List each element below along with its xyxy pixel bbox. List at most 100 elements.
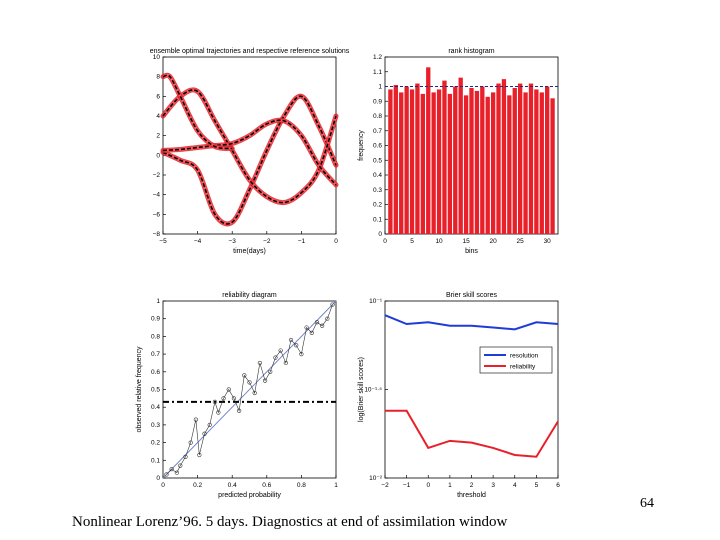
y-tick-label: 0.1 [151,457,160,464]
y-tick-label: 0.3 [151,422,160,429]
histogram-bar [420,93,426,234]
y-tick-label: 0.9 [151,316,160,323]
x-tick-label: 2 [470,482,474,489]
y-tick-label: −8 [153,231,161,238]
reliability-point [193,417,198,422]
legend-box [479,346,553,374]
histogram-bar [512,87,517,234]
histogram-bar [480,86,485,234]
reliability-point [288,337,294,343]
x-axis-label: time(days) [233,248,266,255]
reliability-point [268,369,273,374]
histogram-bar [404,86,409,234]
x-tick-label: −2 [263,238,271,245]
y-tick-label: 10⁻² [369,475,383,482]
legend-label: resolution [510,353,539,360]
reliability-point [309,330,314,335]
reliability-point [231,396,237,401]
histogram-bar [501,79,507,234]
histogram-bar [447,93,453,234]
reliability-point [242,373,247,378]
reliability-point [304,325,309,330]
x-tick-label: 5 [535,482,539,489]
x-tick-label: −2 [381,482,389,489]
x-tick-label: 6 [556,482,560,489]
x-tick-label: 3 [491,482,495,489]
reliability-point [202,431,207,436]
y-tick-label: 1.1 [373,69,382,76]
histogram-bar [463,95,469,234]
histogram-bar [474,90,480,234]
axes-frame [384,300,559,479]
chart-title: Brier skill scores [446,292,497,299]
y-tick-label: 1 [378,84,382,91]
x-tick-label: −5 [159,238,167,245]
y-tick-label: 0.5 [373,157,382,164]
reference-solution [162,89,337,204]
reliability-point [257,360,262,366]
y-axis-label: frequency [358,130,365,161]
y-tick-label: 0.7 [151,351,160,358]
reliability-curve [166,304,333,475]
histogram-bar [507,95,512,234]
histogram-bar [523,92,528,235]
histogram-bar [517,83,523,234]
y-tick-label: 0.6 [373,143,382,150]
x-axis-label: predicted probability [218,492,281,499]
x-tick-label: 0.8 [297,482,306,489]
reliability-point [283,360,288,366]
y-tick-label: 1 [156,298,160,305]
x-tick-label: 30 [544,238,552,245]
reliability-point [299,352,304,357]
reliability-point [320,323,325,328]
reliability-point [252,390,257,396]
x-tick-label: 0 [383,238,387,245]
y-tick-label: −4 [153,192,161,199]
resolution-line [384,314,559,331]
reference-solution [162,74,233,150]
reference-solution [162,95,337,225]
x-tick-label: 20 [490,238,498,245]
reliability-point [237,408,242,413]
y-tick-label: 0.8 [151,333,160,340]
panel-reliability-diagram: reliability diagram predicted probability… [136,292,338,499]
x-tick-label: 5 [410,238,414,245]
x-tick-label: −3 [228,238,236,245]
legend-label: reliability [510,364,536,371]
histogram-bar [496,83,501,234]
page-number: 64 [640,496,654,511]
y-tick-label: 0.5 [151,387,160,394]
reliability-point [212,399,217,404]
x-tick-label: 4 [513,482,517,489]
reliability-point [164,472,169,477]
y-tick-label: 0.6 [151,369,160,376]
y-tick-label: 2 [156,133,160,140]
y-tick-label: 0.7 [373,128,382,135]
y-tick-label: 0 [378,231,382,238]
x-tick-label: 0.2 [193,482,202,489]
reliability-point [226,387,231,392]
x-tick-label: −1 [403,482,411,489]
histogram-bar [458,77,463,235]
reliability-point [247,380,252,385]
y-tick-label: 0 [156,152,160,159]
histogram-bar [550,98,555,234]
x-tick-label: 0 [334,238,338,245]
histogram-bar [534,89,539,234]
histogram-bar [545,86,550,234]
reliability-point [216,410,221,415]
reliability-point [221,396,226,401]
reliability-point [169,467,174,472]
histogram-bar [539,92,544,235]
chart-title: ensemble optimal trajectories and respec… [150,48,350,55]
perfect-reliability-line [162,300,337,479]
reliability-point [330,302,335,307]
x-tick-label: −4 [194,238,202,245]
histogram-bar [528,83,534,234]
y-tick-label: −6 [153,211,161,218]
y-tick-label: 0.8 [373,113,382,120]
reliability-point [294,343,299,348]
reliability-point [273,355,278,360]
reference-solution [162,119,337,186]
